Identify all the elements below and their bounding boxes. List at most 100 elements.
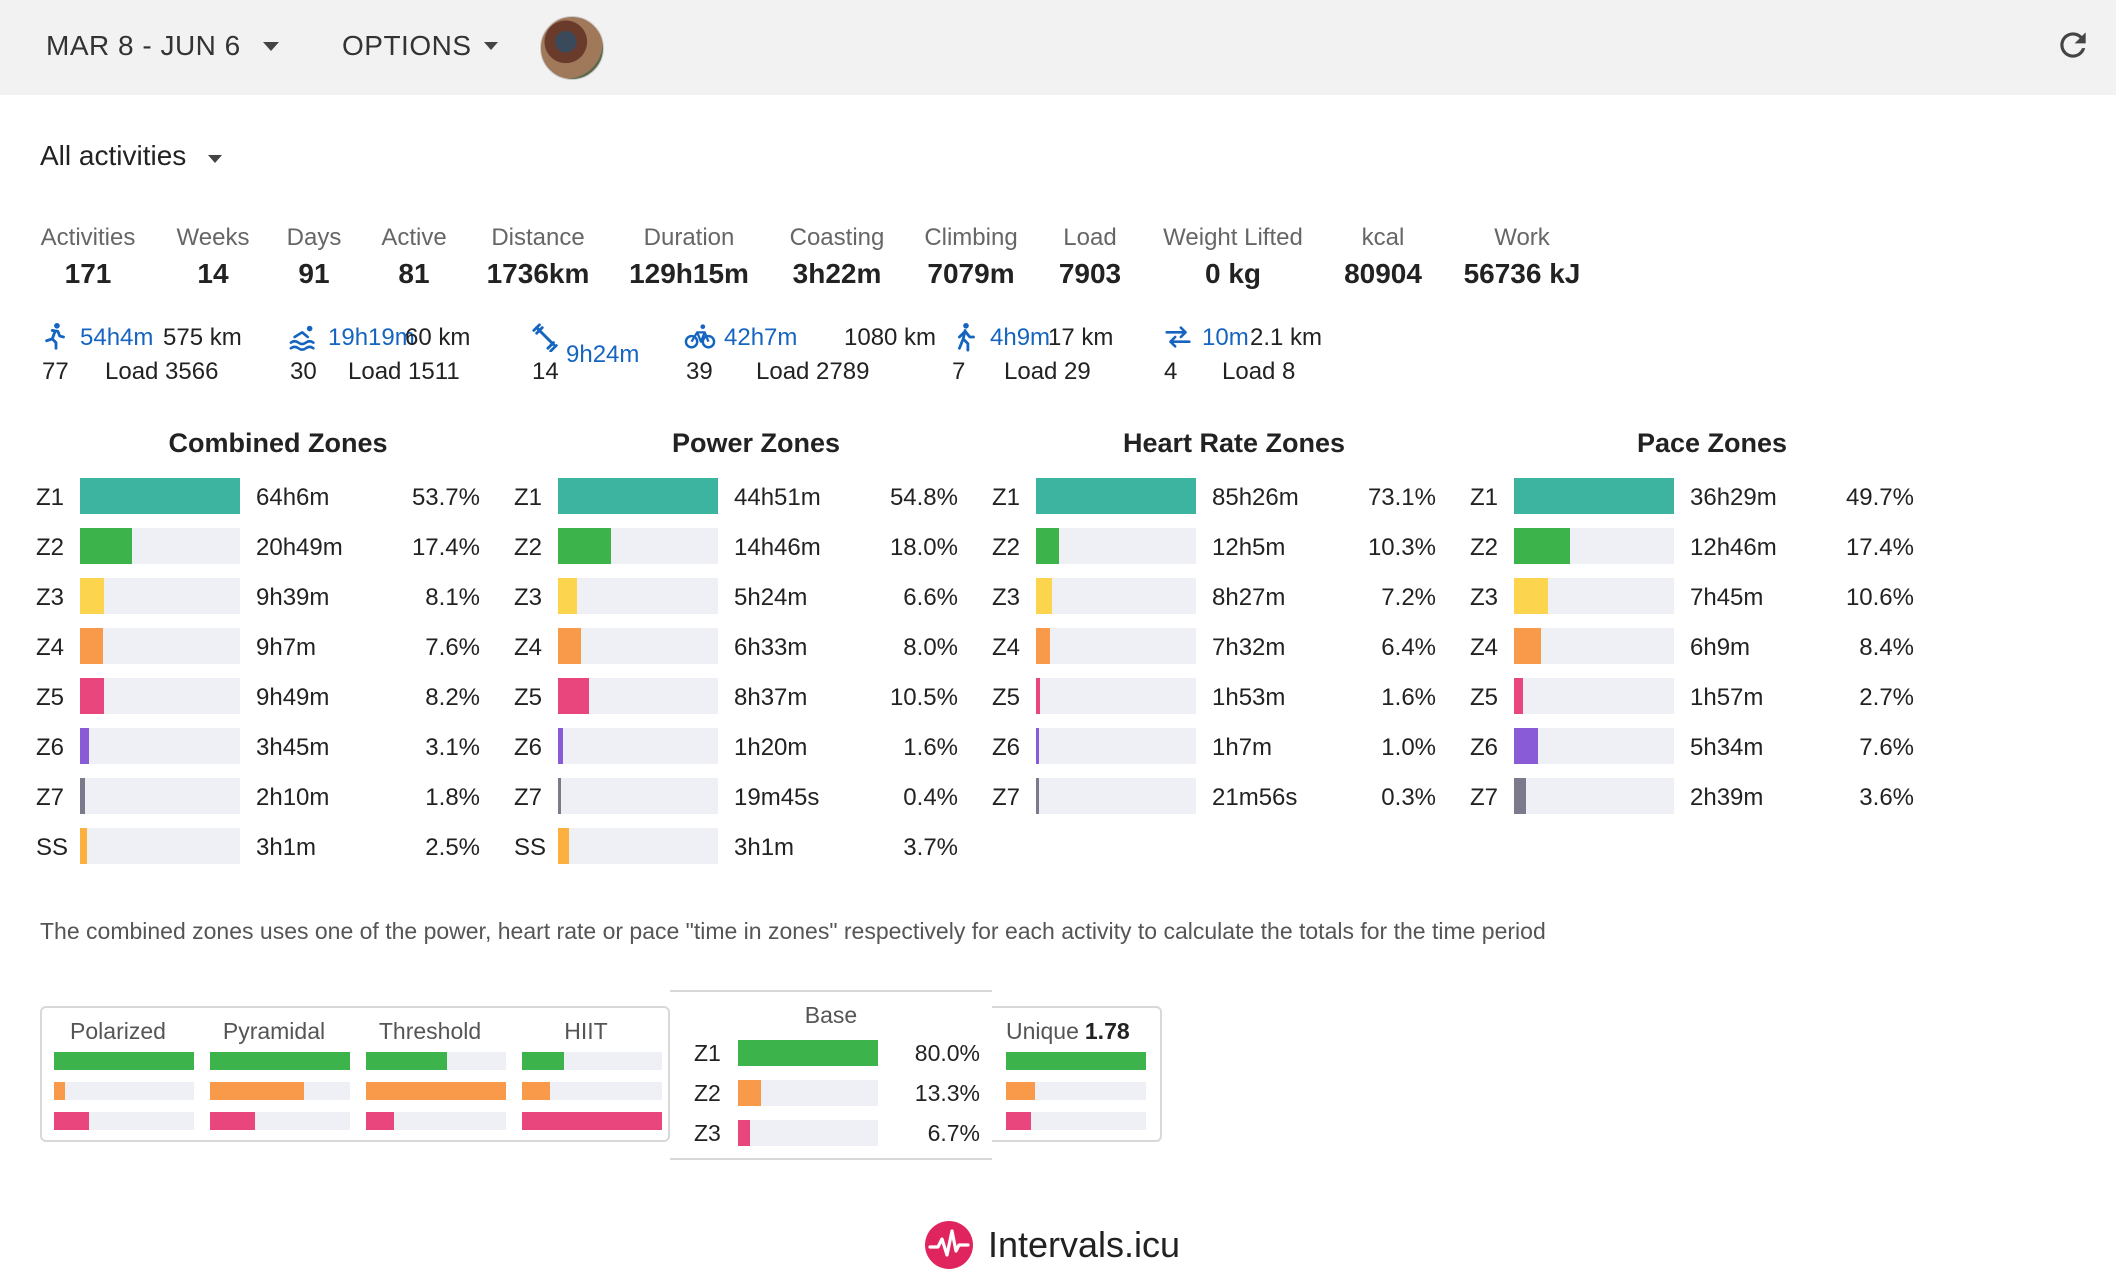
base-zone-label: Z2 bbox=[694, 1080, 721, 1106]
zone-bar bbox=[558, 678, 589, 714]
zone-row: Z2 12h46m 17.4% bbox=[1470, 528, 1940, 564]
model-bar-z3 bbox=[522, 1112, 662, 1130]
zone-panel-heart-rate-zones: Heart Rate Zones Z1 85h26m 73.1% Z2 12h5m 10.3… bbox=[992, 428, 1462, 868]
zone-label: Z3 bbox=[514, 584, 543, 611]
zone-row: Z5 9h49m 8.2% bbox=[36, 678, 506, 714]
date-range-dropdown[interactable]: MAR 8 - JUN 6 bbox=[46, 30, 279, 62]
zone-percent: 53.7% bbox=[411, 484, 480, 511]
zone-time: 3h1m bbox=[734, 834, 795, 861]
brand-name: Intervals.icu bbox=[988, 1224, 1181, 1265]
zone-label: Z7 bbox=[992, 784, 1021, 811]
stat-label: Duration bbox=[643, 224, 735, 251]
zone-label: Z1 bbox=[992, 484, 1021, 511]
sport-summary[interactable]: 42h7m 1080 km 39 Load 2789 bbox=[684, 322, 937, 392]
zone-bar bbox=[558, 478, 718, 514]
unique-box: Unique 1.78 bbox=[992, 1006, 1162, 1142]
zone-panel-title: Power Zones bbox=[671, 428, 841, 458]
zone-label: Z4 bbox=[514, 634, 543, 661]
avatar[interactable] bbox=[540, 16, 604, 80]
sport-count: 39 bbox=[686, 358, 713, 385]
sport-summary[interactable]: 4h9m 17 km 7 Load 29 bbox=[950, 322, 1200, 392]
zone-label: Z5 bbox=[1470, 684, 1499, 711]
sport-summary[interactable]: 9h24m 14 bbox=[530, 322, 780, 392]
stat-days: Days 91 bbox=[204, 224, 424, 290]
model-bar-z3 bbox=[210, 1112, 255, 1130]
zone-percent: 8.4% bbox=[1859, 634, 1914, 661]
zone-panel-power-zones: Power Zones Z1 44h51m 54.8% Z2 14h46m 18.0% Z3 5… bbox=[514, 428, 984, 868]
model-pyramidal: Pyramidal bbox=[198, 1008, 350, 1144]
base-bar-track bbox=[738, 1040, 878, 1066]
base-bar bbox=[738, 1120, 750, 1146]
sport-distance: 1080 km bbox=[844, 324, 937, 351]
zone-bar bbox=[80, 678, 105, 714]
zone-label: Z5 bbox=[992, 684, 1021, 711]
model-bar-z3 bbox=[54, 1112, 89, 1130]
model-bar-track bbox=[54, 1112, 194, 1130]
intervals-logo[interactable]: Intervals.icu bbox=[924, 1220, 1180, 1270]
zone-bar bbox=[558, 628, 582, 664]
stat-label: Activities bbox=[40, 224, 136, 251]
activity-filter-dropdown[interactable]: All activities bbox=[40, 140, 223, 172]
zone-time: 3h45m bbox=[256, 734, 330, 761]
zone-percent: 10.5% bbox=[889, 684, 958, 711]
zone-bar-track bbox=[1514, 528, 1674, 564]
zone-time: 14h46m bbox=[734, 534, 821, 561]
stat-label: kcal bbox=[1361, 224, 1405, 251]
zone-bar bbox=[1514, 578, 1549, 614]
zone-row: Z5 8h37m 10.5% bbox=[514, 678, 984, 714]
stat-label: Weeks bbox=[176, 224, 250, 251]
sport-duration: 54h4m bbox=[80, 324, 154, 351]
zone-row: Z3 9h39m 8.1% bbox=[36, 578, 506, 614]
combined-zones-note: The combined zones uses one of the power… bbox=[40, 918, 1546, 944]
zone-time: 19m45s bbox=[734, 784, 820, 811]
stat-label: Work bbox=[1494, 224, 1550, 251]
sport-summary[interactable]: 10m 2.1 km 4 Load 8 bbox=[1162, 322, 1412, 392]
zone-time: 9h39m bbox=[256, 584, 330, 611]
zone-row: SS 3h1m 3.7% bbox=[514, 828, 984, 864]
zone-bar-track bbox=[1036, 728, 1196, 764]
zone-bar-track bbox=[558, 578, 718, 614]
sport-load: Load 8 bbox=[1222, 358, 1296, 385]
zone-percent: 2.7% bbox=[1859, 684, 1914, 711]
zone-percent: 1.8% bbox=[425, 784, 480, 811]
model-bar-track bbox=[210, 1052, 350, 1070]
weight-training-icon bbox=[532, 323, 558, 352]
model-title: HIIT bbox=[564, 1018, 608, 1044]
base-row: Z1 80.0% bbox=[694, 1038, 984, 1068]
zone-time: 12h5m bbox=[1212, 534, 1286, 561]
zone-bar-track bbox=[558, 828, 718, 864]
model-bar-track bbox=[522, 1082, 662, 1100]
model-bar-z2 bbox=[54, 1082, 66, 1100]
base-zone-label: Z1 bbox=[694, 1040, 721, 1066]
zone-bar bbox=[1036, 778, 1039, 814]
zone-bar bbox=[1036, 728, 1039, 764]
zone-bar-track bbox=[1514, 778, 1674, 814]
options-dropdown[interactable]: OPTIONS bbox=[342, 30, 498, 62]
zone-row: Z1 64h6m 53.7% bbox=[36, 478, 506, 514]
zone-time: 7h32m bbox=[1212, 634, 1286, 661]
zone-time: 1h20m bbox=[734, 734, 808, 761]
heartbeat-logo-icon bbox=[925, 1221, 973, 1269]
zone-bar-track bbox=[80, 478, 240, 514]
zone-row: Z4 6h9m 8.4% bbox=[1470, 628, 1940, 664]
chevron-down-icon bbox=[262, 41, 279, 51]
model-hiit: HIIT bbox=[510, 1008, 662, 1144]
sport-summary[interactable]: 19h19m 60 km 30 Load 1511 bbox=[288, 322, 538, 392]
zone-label: Z1 bbox=[514, 484, 543, 511]
sport-summary[interactable]: 54h4m 575 km 77 Load 3566 bbox=[40, 322, 290, 392]
zone-label: Z2 bbox=[1470, 534, 1499, 561]
stat-value: 3h22m bbox=[792, 258, 882, 289]
zone-row: Z3 5h24m 6.6% bbox=[514, 578, 984, 614]
stat-value: 91 bbox=[298, 258, 330, 289]
zone-label: Z3 bbox=[36, 584, 65, 611]
zone-label: Z5 bbox=[36, 684, 65, 711]
zone-row: Z7 21m56s 0.3% bbox=[992, 778, 1462, 814]
refresh-icon[interactable] bbox=[2054, 26, 2092, 64]
zone-row: Z5 1h57m 2.7% bbox=[1470, 678, 1940, 714]
model-title: Pyramidal bbox=[222, 1018, 326, 1044]
zone-bar-track bbox=[80, 778, 240, 814]
zone-time: 9h49m bbox=[256, 684, 330, 711]
sport-distance: 17 km bbox=[1048, 324, 1114, 351]
unique-label: Unique 1.78 bbox=[1006, 1018, 1130, 1044]
zone-bar bbox=[558, 828, 569, 864]
